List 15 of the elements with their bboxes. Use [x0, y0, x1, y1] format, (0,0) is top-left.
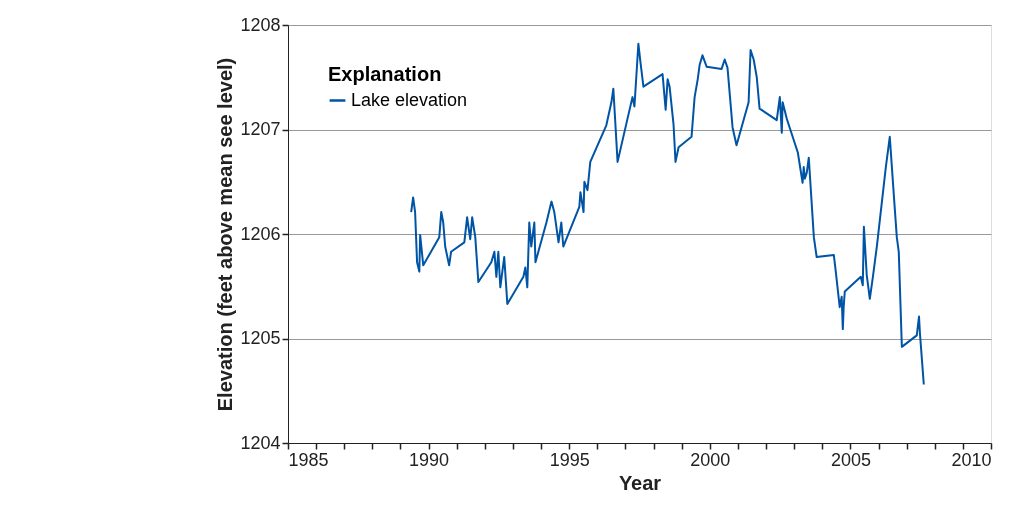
legend-label: Lake elevation: [351, 89, 468, 110]
x-tick-label: 1995: [549, 449, 590, 470]
y-tick-label: 1205: [240, 328, 281, 348]
y-tick-label: 1208: [240, 14, 281, 35]
y-axis-title: Elevation (feet above mean see level): [214, 57, 237, 412]
x-tick-label: 2010: [951, 449, 992, 470]
x-axis-title: Year: [618, 471, 662, 494]
x-tick-label: 2000: [690, 449, 731, 470]
legend-title: Explanation: [328, 63, 442, 85]
x-tick-label: 1985: [288, 449, 329, 470]
x-tick-label: 1990: [409, 449, 450, 470]
y-tick-label: 1206: [240, 223, 281, 244]
x-tick-label: 2005: [830, 449, 871, 470]
y-tick-label: 1207: [240, 119, 281, 139]
y-tick-label: 1204: [240, 432, 281, 453]
